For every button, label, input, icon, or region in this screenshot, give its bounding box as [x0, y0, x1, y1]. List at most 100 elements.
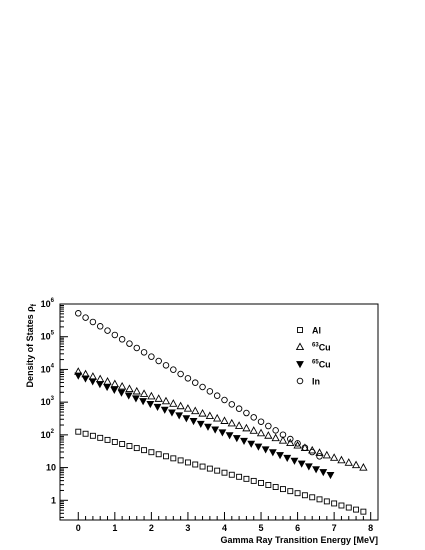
y-tick-label: 105 — [41, 331, 55, 342]
x-tick-label: 1 — [112, 523, 117, 533]
data-point — [88, 372, 98, 380]
data-point — [268, 449, 277, 457]
data-point — [290, 457, 299, 465]
series-63cu — [74, 367, 368, 471]
data-point — [227, 418, 236, 427]
data-point — [117, 381, 127, 390]
data-point — [287, 435, 294, 443]
series-layer — [74, 310, 368, 515]
data-point — [221, 396, 228, 404]
legend-marker — [297, 327, 303, 333]
data-point — [206, 465, 213, 472]
plot-frame — [59, 303, 379, 521]
data-point — [225, 432, 234, 440]
data-point — [247, 440, 256, 448]
data-point — [88, 378, 97, 386]
data-point — [96, 374, 105, 383]
x-tick-label: 7 — [332, 523, 337, 533]
data-point — [205, 411, 215, 420]
data-point — [221, 469, 228, 476]
legend-marker — [296, 377, 304, 385]
data-point — [175, 412, 184, 420]
data-point — [146, 401, 155, 409]
data-point — [126, 443, 133, 449]
data-point — [337, 455, 346, 464]
legend-marker — [296, 361, 304, 369]
data-point — [206, 388, 214, 395]
data-point — [155, 357, 162, 365]
data-point — [132, 395, 140, 403]
data-point — [283, 454, 292, 463]
data-point — [155, 451, 162, 458]
x-tick-label: 6 — [295, 523, 300, 533]
data-point — [359, 463, 368, 471]
data-point — [278, 436, 288, 444]
data-point — [153, 403, 162, 411]
series-al — [75, 428, 367, 515]
y-tick-label: 102 — [41, 429, 55, 440]
y-tick-label: 104 — [41, 363, 55, 374]
data-point — [228, 401, 236, 408]
data-point — [170, 455, 177, 462]
data-point — [250, 414, 257, 421]
data-point — [301, 444, 309, 451]
data-point — [326, 471, 335, 480]
y-tick-label: 10 — [46, 463, 56, 473]
data-point — [191, 379, 199, 386]
data-point — [176, 401, 185, 410]
data-point — [148, 449, 155, 456]
data-point — [316, 496, 323, 503]
data-point — [301, 492, 308, 499]
data-point — [271, 433, 280, 442]
data-point — [261, 446, 270, 454]
data-point — [234, 421, 244, 429]
data-point — [177, 370, 184, 378]
data-point — [315, 448, 324, 456]
data-point — [75, 428, 82, 435]
data-point — [117, 389, 126, 397]
data-point — [154, 394, 163, 402]
data-point — [236, 473, 243, 480]
legend-label: 63Cu — [312, 343, 331, 353]
data-point — [148, 353, 155, 360]
data-point — [133, 445, 140, 452]
data-point — [213, 392, 221, 399]
data-point — [235, 405, 243, 412]
data-point — [304, 463, 313, 471]
data-point — [161, 396, 171, 405]
data-point — [272, 427, 279, 434]
data-point — [162, 362, 170, 369]
data-point — [258, 479, 264, 486]
x-axis-title: Gamma Ray Transition Energy [MeV] — [220, 535, 378, 545]
data-point — [256, 428, 266, 437]
data-point — [232, 435, 241, 443]
data-point — [204, 423, 212, 431]
legend-label: Al — [312, 326, 321, 336]
data-point — [104, 436, 111, 443]
data-point — [243, 409, 250, 417]
data-point — [118, 336, 126, 343]
data-point — [312, 466, 320, 474]
data-point — [316, 453, 323, 460]
series-65cu — [74, 372, 335, 480]
data-point — [74, 372, 83, 380]
data-point — [345, 504, 352, 511]
data-point — [360, 508, 367, 515]
x-tick-label: 3 — [185, 523, 190, 533]
y-tick-label: 1 — [51, 495, 56, 505]
data-point — [97, 434, 104, 441]
data-point — [265, 422, 272, 430]
data-point — [199, 463, 206, 470]
data-point — [257, 418, 265, 425]
data-point — [294, 440, 301, 447]
data-point — [170, 366, 177, 373]
data-point — [96, 323, 104, 330]
legend-label: In — [312, 377, 320, 387]
data-point — [81, 375, 90, 383]
data-point — [111, 331, 119, 339]
data-point — [110, 379, 119, 388]
data-point — [103, 377, 112, 385]
data-point — [184, 459, 191, 466]
data-point — [254, 443, 263, 451]
data-point — [264, 431, 273, 439]
